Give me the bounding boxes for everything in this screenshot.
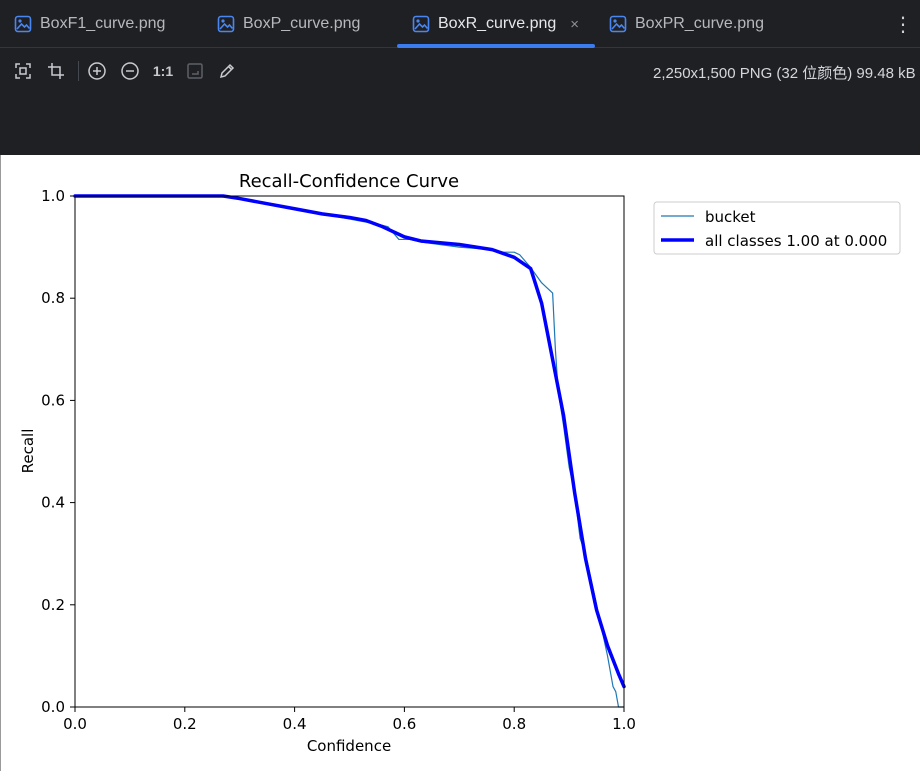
zoom-in-icon[interactable] [86, 60, 108, 82]
legend-label-all-classes: all classes 1.00 at 0.000 [705, 232, 887, 250]
image-file-icon [412, 15, 430, 33]
recall-confidence-chart: Recall-Confidence Curve 0.0 0.2 0.4 0.6 0.8 1… [19, 171, 901, 755]
chart-title: Recall-Confidence Curve [239, 171, 459, 192]
toolbar: 1:1 2,250x1,500 PNG (32 位颜色) 99.48 kB [0, 48, 920, 155]
toolbar-divider [78, 61, 79, 81]
y-tick-label: 0.2 [41, 596, 65, 614]
x-tick-label: 0.6 [392, 715, 416, 733]
x-tick-label: 0.2 [173, 715, 197, 733]
image-file-icon [217, 15, 235, 33]
legend-box [653, 201, 901, 255]
x-tick-label: 0.0 [63, 715, 87, 733]
x-axis-label: Confidence [307, 737, 391, 755]
zoom-out-icon[interactable] [119, 60, 141, 82]
chart-legend: bucket all classes 1.00 at 0.000 [653, 201, 901, 255]
fit-to-window-icon[interactable] [12, 60, 34, 82]
x-tick-label: 1.0 [612, 715, 636, 733]
image-canvas[interactable]: Recall-Confidence Curve 0.0 0.2 0.4 0.6 0.8 1… [0, 155, 920, 771]
image-file-icon [609, 15, 627, 33]
series-line-all-classes [73, 194, 626, 689]
y-tick-label: 0.6 [41, 391, 65, 409]
edit-pen-icon[interactable] [216, 60, 238, 82]
tab-boxp-curve[interactable]: BoxP_curve.png [217, 0, 360, 48]
tab-bar: BoxF1_curve.png BoxP_curve.png BoxR_curv… [0, 0, 920, 48]
tab-label: BoxPR_curve.png [635, 15, 764, 32]
image-file-icon [14, 15, 32, 33]
tab-boxpr-curve[interactable]: BoxPR_curve.png [609, 0, 764, 48]
x-tick-label: 0.8 [502, 715, 526, 733]
series-line-bucket [74, 195, 625, 708]
actual-size-button[interactable]: 1:1 [150, 60, 176, 82]
tab-label: BoxF1_curve.png [40, 15, 166, 32]
legend-label-bucket: bucket [705, 208, 756, 226]
tab-boxf1-curve[interactable]: BoxF1_curve.png [14, 0, 165, 48]
x-tick-label: 0.4 [283, 715, 307, 733]
y-axis-label: Recall [19, 429, 37, 474]
y-tick-label: 0.8 [41, 289, 65, 307]
tab-label: BoxR_curve.png [438, 15, 557, 32]
more-options-icon[interactable]: ⋮ [893, 13, 913, 36]
close-tab-icon[interactable]: × [570, 15, 580, 33]
y-tick-label: 0.4 [41, 494, 65, 512]
crop-icon[interactable] [45, 60, 67, 82]
active-tab-indicator [397, 44, 595, 48]
file-info-text: 2,250x1,500 PNG (32 位颜色) 99.48 kB [653, 65, 916, 82]
y-tick-label: 1.0 [41, 187, 65, 205]
tab-label: BoxP_curve.png [243, 15, 361, 32]
y-tick-label: 0.0 [41, 698, 65, 716]
actual-size-label: 1:1 [152, 63, 174, 79]
plot-frame [74, 195, 625, 708]
frame-icon[interactable] [184, 60, 206, 82]
tab-boxr-curve[interactable]: BoxR_curve.png × [412, 0, 579, 48]
